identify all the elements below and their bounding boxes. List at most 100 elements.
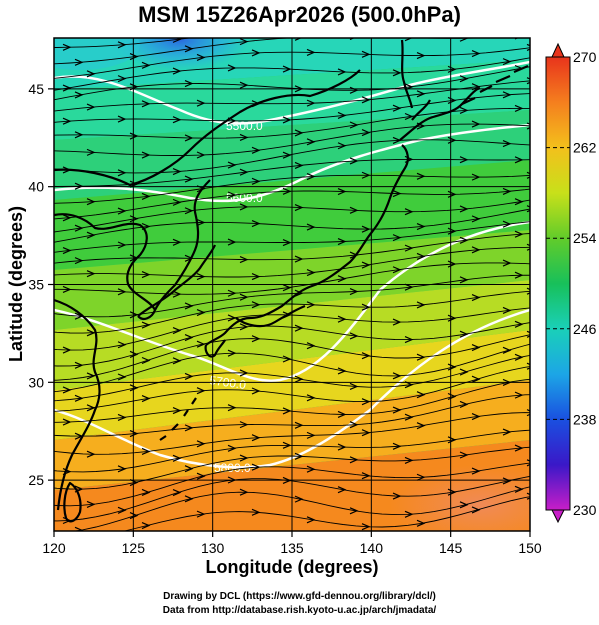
- colorbar: 270 262 254 246 238 230: [545, 42, 597, 524]
- colorbar-tick-label: 246: [573, 321, 597, 337]
- wind-arrow: [282, 239, 292, 247]
- wind-arrow: [117, 207, 127, 215]
- streamline: [54, 322, 530, 367]
- wind-arrow: [129, 512, 139, 520]
- wind-arrow: [86, 231, 96, 239]
- wind-arrow: [361, 50, 371, 58]
- wind-arrow: [294, 324, 304, 332]
- wind-arrow: [86, 450, 96, 458]
- wind-arrow: [337, 237, 347, 246]
- streamline: [54, 107, 530, 139]
- wind-arrow: [349, 456, 359, 464]
- wind-arrow: [86, 270, 96, 278]
- wind-arrow: [74, 394, 84, 402]
- wind-arrow: [239, 454, 249, 462]
- wind-arrow: [392, 136, 402, 144]
- wind-arrow: [282, 65, 292, 73]
- wind-arrow: [337, 142, 347, 150]
- wind-arrow: [306, 172, 316, 181]
- wind-arrow: [86, 372, 96, 380]
- wind-arrow: [404, 283, 414, 291]
- wind-arrow: [337, 68, 347, 76]
- x-tick-label: 145: [439, 540, 463, 556]
- wind-arrow: [251, 387, 261, 395]
- wind-arrow: [337, 410, 347, 419]
- wind-arrow: [196, 340, 206, 348]
- wind-arrow: [251, 434, 261, 442]
- wind-arrow: [416, 301, 426, 309]
- y-tick-label: 25: [28, 472, 44, 488]
- wind-arrow: [251, 508, 261, 516]
- wind-arrow: [282, 116, 292, 124]
- wind-arrow: [172, 198, 182, 206]
- wind-arrow: [416, 353, 426, 361]
- wind-arrow: [337, 367, 347, 375]
- wind-arrow: [416, 391, 426, 399]
- wind-arrow: [184, 333, 194, 342]
- wind-arrow: [294, 38, 302, 41]
- wind-arrow: [251, 146, 261, 154]
- x-tick-label: 120: [42, 540, 66, 556]
- wind-arrow: [172, 407, 182, 415]
- wind-arrow: [471, 49, 481, 58]
- wind-arrow: [349, 157, 359, 165]
- wind-arrow: [172, 357, 182, 365]
- wind-arrow: [361, 261, 371, 269]
- y-tick-label: 30: [28, 374, 44, 390]
- wind-arrow: [514, 320, 524, 328]
- streamline: [54, 199, 530, 233]
- wind-arrow: [74, 91, 84, 99]
- wind-arrow: [227, 64, 237, 72]
- wind-arrow: [392, 492, 402, 500]
- wind-arrow: [184, 372, 194, 380]
- wind-arrow: [251, 463, 261, 471]
- map-grid: [54, 38, 530, 531]
- wind-arrow: [404, 456, 414, 464]
- wind-arrow: [62, 117, 72, 125]
- coast-hokkaido: [399, 86, 481, 141]
- streamline: [54, 38, 493, 65]
- wind-arrow: [282, 284, 292, 292]
- streamline: [54, 208, 530, 243]
- wind-arrow: [62, 214, 72, 222]
- wind-arrow: [141, 394, 151, 403]
- wind-arrow: [196, 440, 206, 448]
- wind-arrow: [361, 303, 371, 311]
- streamline: [54, 307, 530, 351]
- wind-arrow: [74, 58, 84, 66]
- wind-arrow: [393, 18, 400, 24]
- wind-arrow: [306, 138, 316, 146]
- wind-arrow: [361, 129, 371, 137]
- wind-arrow: [129, 53, 139, 61]
- credit-data: Data from http://database.rish.kyoto-u.a…: [162, 605, 437, 616]
- wind-arrow: [282, 407, 292, 415]
- streamline: [54, 429, 530, 473]
- colorbar-tick-label: 230: [573, 502, 597, 518]
- wind-arrow: [416, 252, 426, 260]
- wind-arrow: [141, 100, 151, 108]
- colorbar-max-triangle: [551, 42, 565, 58]
- wind-arrow: [471, 246, 481, 254]
- wind-arrow: [141, 61, 151, 69]
- streamline: [54, 378, 530, 423]
- wind-arrow: [86, 148, 96, 156]
- wind-arrow: [228, 29, 235, 35]
- wind-arrow: [227, 349, 237, 357]
- wind-arrow: [306, 431, 316, 439]
- wind-arrow: [129, 384, 139, 392]
- wind-arrow: [349, 121, 359, 129]
- y-tick-label: 40: [28, 179, 44, 195]
- wind-arrow: [294, 203, 304, 212]
- wind-arrow: [392, 372, 402, 380]
- wind-arrow: [172, 67, 182, 75]
- coast-korea: [154, 179, 211, 311]
- wind-arrow: [117, 115, 127, 123]
- wind-arrow: [251, 301, 261, 309]
- wind-arrow: [196, 273, 206, 281]
- colorbar-tick-label: 238: [573, 411, 597, 427]
- wind-arrow: [337, 443, 347, 451]
- wind-arrow: [227, 238, 237, 246]
- wind-arrow: [251, 335, 261, 343]
- credit-drawing: Drawing by DCL (https://www.gfd-dennou.o…: [163, 591, 436, 602]
- wind-arrow: [471, 173, 481, 181]
